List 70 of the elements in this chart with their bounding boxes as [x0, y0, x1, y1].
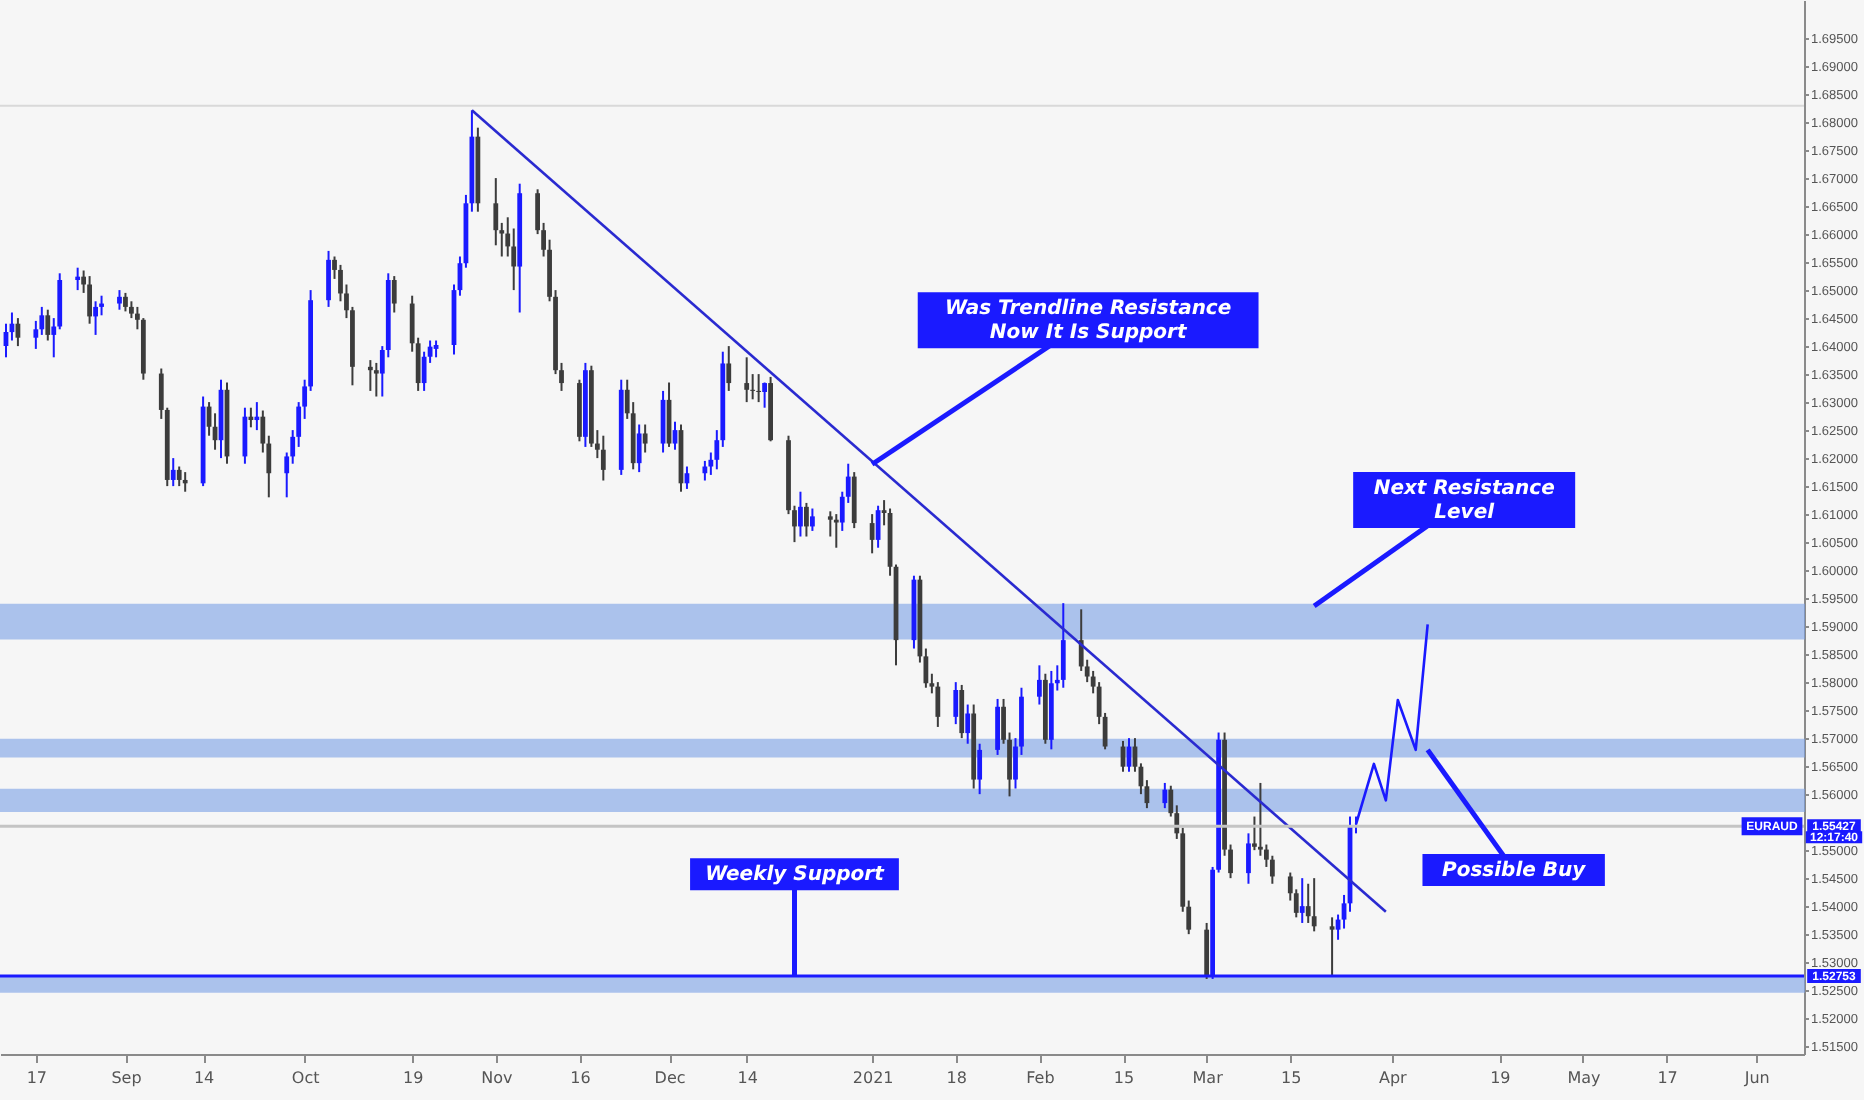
candlestick [45, 308, 51, 342]
candlestick [833, 513, 839, 549]
candlestick [1204, 921, 1210, 980]
candlestick [798, 490, 803, 538]
candlestick [182, 471, 188, 493]
candlestick [93, 300, 98, 336]
candlestick [995, 697, 1000, 756]
candlestick [1329, 916, 1335, 978]
candlestick [1299, 877, 1305, 924]
x-tick-label: Mar [1192, 1069, 1225, 1087]
candlestick [1162, 781, 1168, 810]
x-tick-label: 2021 [852, 1069, 894, 1087]
x-tick-label: 14 [193, 1069, 215, 1087]
x-tick-label: Sep [111, 1069, 142, 1087]
x-tick-label: 15 [1281, 1069, 1302, 1087]
candlestick [391, 275, 397, 314]
candlestick [726, 345, 732, 392]
candlestick [123, 291, 128, 313]
x-tick-label: 16 [570, 1069, 591, 1087]
candlestick [75, 266, 81, 292]
candlestick [869, 513, 875, 555]
candlestick [851, 471, 857, 530]
candlestick [744, 356, 750, 404]
candlestick [935, 681, 941, 728]
x-tick-label: 17 [1657, 1069, 1678, 1087]
candlestick [1305, 882, 1311, 924]
x-tick-label: 19 [402, 1069, 424, 1087]
candlestick [977, 742, 983, 796]
annotation: Was Trendline Resistance Now It Is Support [944, 298, 1232, 345]
x-tick-label: May [1567, 1069, 1602, 1087]
candlestick [965, 703, 971, 745]
candlestick [248, 406, 254, 429]
candlestick [1036, 664, 1042, 706]
candlestick [959, 683, 965, 740]
candlestick [170, 457, 176, 488]
candlestick [804, 501, 809, 538]
x-tick-label: 18 [946, 1069, 967, 1087]
line-series [1354, 623, 1429, 826]
x-tick-label: 14 [737, 1069, 758, 1087]
x-tick-label: 17 [26, 1069, 48, 1087]
annotation: Next Resistance Level [1373, 477, 1556, 524]
x-tick-label: Dec [654, 1069, 686, 1087]
candlestick [176, 465, 182, 488]
candlestick [254, 401, 260, 432]
candlestick [702, 459, 708, 482]
candlestick [117, 289, 122, 311]
candlestick [373, 361, 379, 398]
candlestick [875, 504, 881, 549]
x-tick-label: Nov [481, 1069, 513, 1087]
candlestick [87, 275, 92, 325]
candlestick [600, 434, 606, 482]
candlestick [367, 359, 373, 392]
annotation: Possible Buy [1442, 859, 1587, 882]
candlestick [1060, 602, 1066, 689]
candlestick [636, 423, 642, 474]
candlestick [810, 507, 815, 532]
candlestick [762, 381, 768, 409]
x-tick-label: 15 [1113, 1069, 1135, 1087]
candlestick [326, 249, 331, 308]
x-tick-label: Oct [291, 1069, 320, 1087]
annotation: Weekly Support [705, 864, 887, 887]
x-tick-label: 19 [1490, 1069, 1511, 1087]
candlestick [642, 423, 648, 454]
x-tick-label: Apr [1378, 1069, 1409, 1087]
x-tick-label: Feb [1026, 1069, 1055, 1087]
candlestick [756, 373, 762, 404]
candlestick [1311, 877, 1317, 933]
x-tick-label: Jun [1742, 1069, 1770, 1087]
candlestick [1246, 832, 1251, 885]
candlestick [953, 681, 959, 726]
